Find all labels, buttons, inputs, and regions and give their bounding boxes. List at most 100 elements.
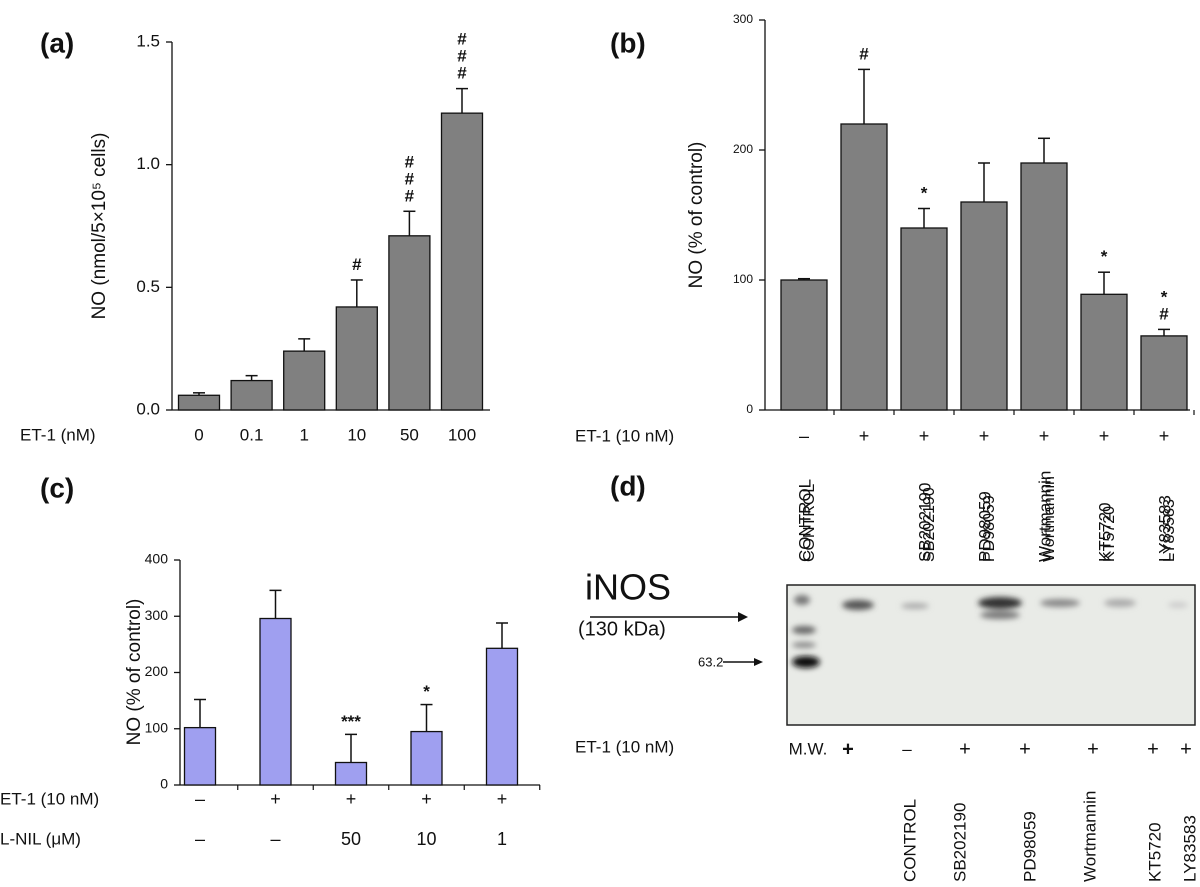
- category-label: PD98059: [981, 495, 998, 562]
- row-value: +: [497, 789, 508, 809]
- western-blot: (d) CONTROL SB202190 PD98059 Wortmannin …: [575, 470, 1199, 882]
- y-axis-label: NO (% of control): [124, 599, 145, 746]
- y-axis-label: NO (nmol/5×10⁵ cells): [89, 133, 110, 320]
- row-value: +: [1180, 738, 1192, 760]
- row-value: +: [959, 738, 971, 760]
- category-label: 50: [400, 425, 419, 444]
- annotation: *: [1101, 248, 1108, 267]
- row-value: +: [346, 789, 357, 809]
- row-value: –: [195, 789, 205, 809]
- y-tick-label: 0: [160, 776, 168, 792]
- category-label: 0.1: [240, 425, 264, 444]
- lane-label: CONTROL: [900, 799, 919, 882]
- lane-label: LY83583: [1180, 815, 1199, 882]
- bar: [410, 730, 443, 786]
- row-value: +: [979, 426, 990, 446]
- category-label: 100: [448, 425, 476, 444]
- y-tick-label: 100: [733, 272, 753, 286]
- category-label: 1: [299, 425, 308, 444]
- blot-bands: [792, 595, 1188, 668]
- lane-label: LY83583: [1155, 495, 1174, 562]
- bar: [334, 761, 368, 786]
- category-label: 0: [194, 425, 203, 444]
- category-label: Wortmannin: [1041, 476, 1058, 562]
- annotation: *: [423, 682, 430, 701]
- y-tick-label: 300: [733, 12, 753, 26]
- row-value: +: [1039, 426, 1050, 446]
- bar: [840, 123, 888, 411]
- bar: [440, 112, 484, 411]
- bar: [780, 279, 828, 411]
- row-value: –: [799, 426, 809, 446]
- row-value: +: [1159, 426, 1170, 446]
- category-label: 10: [347, 425, 366, 444]
- y-tick-label: 0.5: [136, 277, 160, 296]
- y-tick-label: 0.0: [136, 399, 160, 418]
- row-value: –: [270, 829, 280, 849]
- lane-label: CONTROL: [795, 479, 814, 562]
- row-value: +: [1147, 738, 1159, 760]
- panel-label: (a): [40, 27, 74, 58]
- marker-label: 63.2: [698, 654, 723, 669]
- lane-label: KT5720: [1095, 502, 1114, 562]
- bar: [900, 227, 948, 411]
- bar: [485, 647, 519, 786]
- row-value: +: [1099, 426, 1110, 446]
- y-tick-label: 200: [145, 663, 169, 679]
- lane-label: SB202190: [915, 483, 934, 562]
- bar: [1020, 162, 1068, 411]
- y-axis-label: NO (% of control): [686, 142, 707, 289]
- bar: [183, 726, 217, 786]
- lane-label: PD98059: [1020, 811, 1039, 882]
- row-value: +: [859, 426, 870, 446]
- row-value: –: [195, 829, 205, 849]
- annotation: # # #: [405, 153, 415, 206]
- panel-label: (b): [610, 27, 646, 58]
- lane-label: PD98059: [975, 491, 994, 562]
- row-value: +: [421, 789, 432, 809]
- row-label: ET-1 (10 nM): [0, 789, 99, 808]
- row-value: M.W.: [789, 739, 828, 758]
- lane-label: KT5720: [1145, 822, 1164, 882]
- protein-size: (130 kDa): [578, 618, 666, 640]
- x-axis-label: ET-1 (nM): [20, 425, 96, 444]
- y-tick-label: 1.0: [136, 154, 160, 173]
- row-label: ET-1 (10 nM): [575, 426, 674, 445]
- bar: [388, 235, 431, 411]
- category-label: CONTROL: [801, 484, 818, 562]
- annotation: #: [352, 255, 362, 274]
- lane-label: SB202190: [950, 803, 969, 882]
- protein-label: iNOS: [585, 567, 671, 608]
- y-tick-label: 300: [145, 607, 169, 623]
- row-label: ET-1 (10 nM): [575, 737, 674, 756]
- y-tick-label: 0: [746, 402, 753, 416]
- panel-label: (d): [610, 470, 646, 501]
- row-value: +: [1019, 738, 1031, 760]
- row-value: 50: [341, 829, 361, 849]
- row-label: L-NIL (μM): [0, 829, 81, 848]
- row-value: –: [902, 739, 912, 758]
- bar: [259, 617, 292, 786]
- lane-label: Wortmannin: [1080, 791, 1099, 882]
- bar: [1080, 293, 1128, 411]
- row-value: +: [919, 426, 930, 446]
- y-tick-label: 400: [145, 551, 169, 567]
- arrow-head: [754, 658, 763, 666]
- y-tick-label: 200: [733, 142, 753, 156]
- panel-label: (c): [40, 472, 74, 503]
- category-label: KT5720: [1101, 506, 1118, 562]
- row-value: +: [1087, 738, 1099, 760]
- bar: [335, 306, 378, 411]
- bar: [283, 350, 326, 411]
- annotation: * #: [1159, 288, 1169, 324]
- bar: [1140, 335, 1188, 411]
- arrow-head: [738, 612, 748, 622]
- row-value: 1: [497, 829, 507, 849]
- y-tick-label: 1.5: [136, 31, 160, 50]
- y-tick-label: 100: [145, 719, 169, 735]
- row-value: +: [842, 738, 854, 760]
- bar: [230, 379, 273, 411]
- category-label: SB202190: [921, 487, 938, 562]
- annotation: # # #: [457, 30, 467, 83]
